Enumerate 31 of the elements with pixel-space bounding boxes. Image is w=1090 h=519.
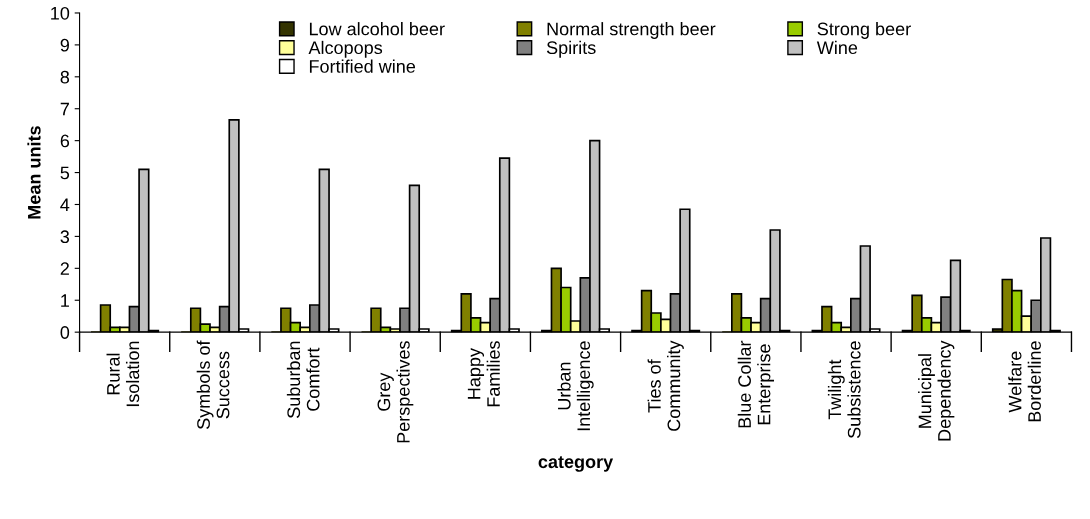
- y-axis-title: Mean units: [27, 126, 41, 219]
- y-tick-label: 4: [60, 198, 70, 212]
- y-tick-label: 8: [60, 70, 70, 84]
- y-tick-label: 0: [60, 326, 70, 339]
- x-tick-label: Grey Perspectives: [377, 341, 414, 443]
- x-axis-title: category: [538, 456, 614, 472]
- legend-label: Alcopops: [308, 40, 383, 58]
- x-tick-label: Rural Isolation: [106, 341, 140, 407]
- x-tick-label: Twilight Subsistence: [827, 341, 861, 439]
- legend-label: Fortified wine: [309, 59, 416, 73]
- y-tick-label: 7: [60, 102, 69, 116]
- x-tick-label: Blue Collar Enterprise: [737, 340, 775, 428]
- legend-label: Low alcohol beer: [309, 22, 445, 36]
- x-tick-label: Welfare Borderline: [1008, 341, 1041, 422]
- legend-label: Wine: [816, 40, 858, 55]
- y-tick-label: 1: [61, 294, 69, 307]
- x-tick-label: Municipal Dependency: [918, 340, 955, 441]
- x-tick-label: Ties of Community: [647, 340, 684, 431]
- x-tick-label: Urban Intelligence: [557, 341, 594, 431]
- legend-label: Strong beer: [817, 22, 911, 39]
- y-tick-label: 2: [60, 262, 69, 275]
- x-tick-label: Happy Families: [467, 341, 500, 407]
- legend-label: Spirits: [546, 40, 596, 58]
- legend-label: Normal strength beer: [547, 22, 716, 39]
- x-tick-label: Symbols of Success: [196, 340, 230, 429]
- y-tick-label: 6: [60, 134, 70, 148]
- y-tick-label: 3: [60, 230, 70, 244]
- y-tick-label: 10: [51, 6, 70, 20]
- x-tick-label: Suburban Comfort: [286, 341, 320, 418]
- y-tick-label: 5: [60, 166, 70, 180]
- y-tick-label: 9: [60, 38, 69, 52]
